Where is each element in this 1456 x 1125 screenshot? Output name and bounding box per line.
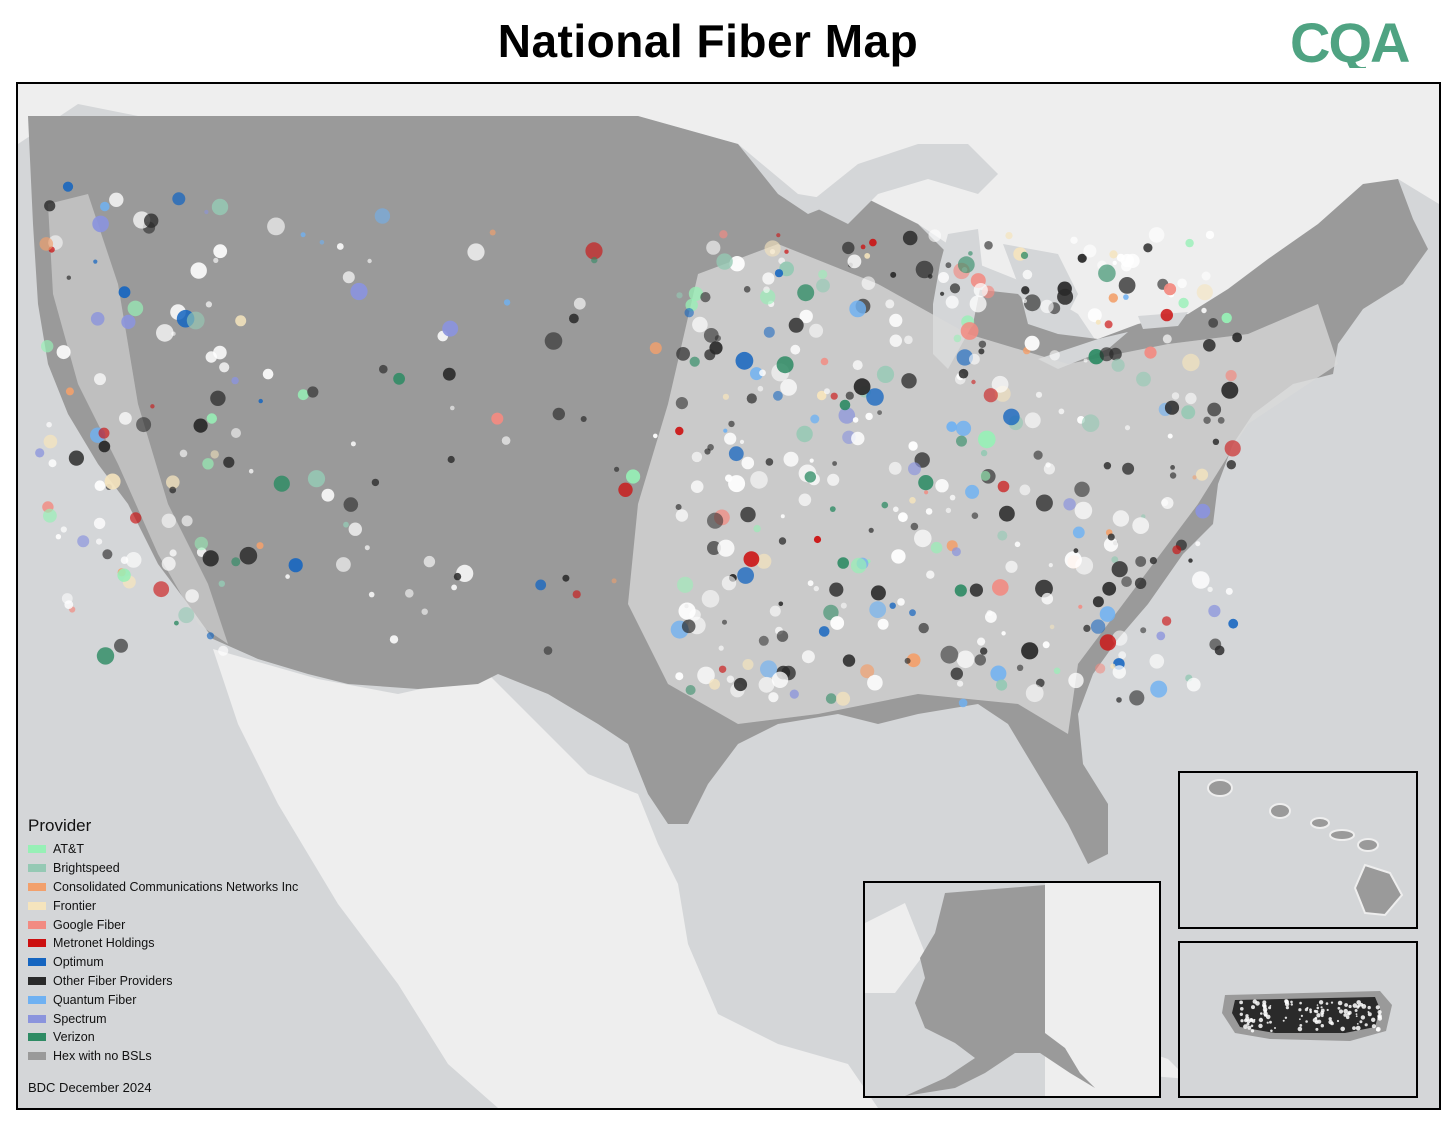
legend-label: Optimum [53,955,104,970]
legend-swatch [28,845,46,854]
legend-item: Hex with no BSLs [28,1047,358,1066]
legend-item: Consolidated Communications Networks Inc [28,878,358,897]
legend-label: Google Fiber [53,917,126,932]
provider-coverage-layer [35,181,1242,708]
legend-swatch [28,1014,46,1023]
legend-label: Spectrum [53,1011,107,1026]
legend-swatch [28,995,46,1004]
legend-label: Frontier [53,898,97,913]
legend-label: Hex with no BSLs [53,1049,152,1064]
legend-swatch [28,920,46,929]
legend-label: AT&T [53,842,85,857]
legend-item: Brightspeed [28,859,358,878]
cqa-logo: CQA [1290,14,1411,68]
canada-landmass [18,84,1439,394]
legend-item: Spectrum [28,1009,358,1028]
coverage-west-coast [48,194,228,644]
legend-label: Verizon [53,1030,95,1045]
legend-item: Verizon [28,1028,358,1047]
legend-swatch [28,958,46,967]
alaska-inset [863,881,1161,1098]
hawaii-big-island [1353,863,1404,917]
lake-erie [1038,332,1128,369]
legend-label: Metronet Holdings [53,936,155,951]
legend-title: Provider [28,816,92,835]
legend-item: Frontier [28,896,358,915]
legend-label: Quantum Fiber [53,992,137,1007]
legend-swatch [28,976,46,985]
legend-label: Consolidated Communications Networks Inc [53,879,299,894]
lake-superior [808,144,998,224]
hawaii-inset [1178,771,1418,929]
legend-label: Other Fiber Providers [53,973,173,988]
us-map [18,84,1439,1108]
legend-item: Quantum Fiber [28,990,358,1009]
legend-item: Optimum [28,953,358,972]
puerto-rico-inset [1178,941,1418,1098]
baja-peninsula [273,684,398,944]
legend-swatch [28,939,46,948]
coverage-east [628,244,1338,734]
legend-label: Brightspeed [53,861,120,876]
lake-huron [1003,244,1078,334]
legend-swatch [28,1033,46,1042]
legend-swatch [28,864,46,873]
map-frame: Provider AT&T Brightspeed Consolidated Com… [16,82,1441,1110]
legend-item: Other Fiber Providers [28,972,358,991]
svg-text:CQA: CQA [1290,14,1409,68]
legend: Provider AT&T Brightspeed Consolidated Com… [28,816,358,1066]
legend-item: AT&T [28,840,358,859]
legend-item: Metronet Holdings [28,934,358,953]
legend-swatch [28,901,46,910]
mexico-landmass [213,649,878,1108]
legend-swatch [28,882,46,891]
lake-ontario [1138,312,1188,329]
legend-item: Google Fiber [28,915,358,934]
map-title: National Fiber Map [497,15,919,67]
alaska-landmass [905,885,1095,1096]
legend-swatch [28,1052,46,1061]
source-note: BDC December 2024 [28,1080,152,1095]
